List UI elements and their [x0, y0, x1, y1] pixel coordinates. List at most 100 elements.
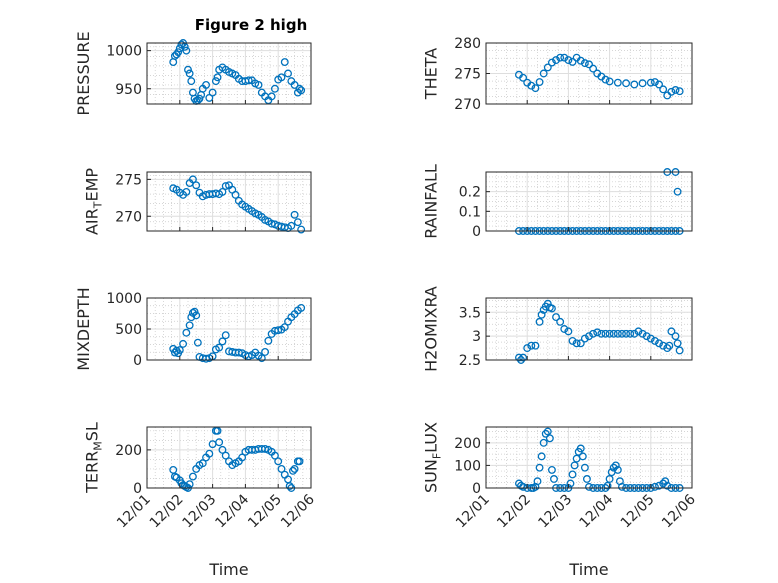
data-point [601, 75, 610, 84]
data-point [182, 328, 191, 337]
data-point [642, 332, 651, 341]
data-point [580, 59, 589, 68]
data-point [550, 475, 558, 483]
data-point [659, 479, 668, 488]
data-point [663, 481, 672, 490]
figure-title: Figure 2 high [195, 16, 308, 34]
y-tick-label: 200 [454, 436, 481, 452]
axes-frame [146, 171, 312, 232]
data-point [539, 69, 548, 78]
data-point [543, 427, 552, 436]
data-point [650, 78, 659, 86]
y-axis-label: PRESSURE [74, 31, 93, 115]
data-point [675, 87, 684, 96]
x-tick-label: 12/01 [453, 492, 493, 532]
panel-terr_msl: 0 200 TERRMSL 12/0112/0212/0312/0412/0512/0… [83, 422, 318, 579]
data-point [182, 46, 191, 55]
data-point [184, 65, 192, 74]
data-point [650, 482, 659, 491]
y-axis-label: TERRMSL [83, 422, 105, 494]
data-point [622, 329, 631, 338]
data-point [547, 58, 556, 67]
data-point [234, 348, 243, 357]
data-point [261, 347, 270, 356]
data-point [578, 452, 587, 461]
data-point [545, 434, 554, 443]
data-point [274, 326, 283, 335]
y-tick-label: 0 [133, 481, 142, 497]
y-tick-label: 2.5 [459, 353, 481, 369]
data-point [535, 463, 544, 472]
y-tick-label: 280 [454, 36, 481, 52]
data-point [527, 81, 536, 90]
data-point [673, 339, 682, 348]
x-tick-label: 12/04 [577, 491, 617, 531]
data-point [195, 94, 204, 103]
data-point [185, 321, 194, 330]
data-point [568, 470, 577, 479]
data-point [211, 77, 220, 86]
data-point [198, 459, 207, 468]
x-axis-label: Time [208, 560, 248, 579]
data-point [589, 329, 598, 338]
data-point [527, 341, 536, 350]
data-point [289, 466, 297, 475]
data-point [646, 78, 655, 87]
data-point [539, 438, 548, 447]
data-point [202, 354, 210, 363]
data-point [585, 482, 593, 491]
data-point [221, 182, 230, 190]
data-point [264, 336, 273, 345]
data-point [638, 79, 647, 88]
axes-frame [485, 171, 693, 232]
data-point [533, 477, 542, 486]
panel-theta: 270 275 280 THETA [422, 36, 693, 113]
data-point [560, 325, 569, 333]
axes-frame [485, 426, 693, 489]
data-point [179, 339, 188, 348]
data-point [188, 175, 197, 184]
data-point [215, 343, 224, 352]
y-tick-label: 1000 [106, 291, 142, 307]
x-tick-label: 12/05 [618, 492, 658, 532]
y-tick-label: 0 [472, 224, 481, 240]
data-point [646, 334, 655, 343]
data-point [580, 463, 589, 472]
data-point [541, 429, 550, 438]
data-point [205, 449, 214, 458]
axes-frame [485, 297, 693, 361]
data-point [638, 329, 647, 338]
data-point [297, 303, 306, 312]
data-point [537, 452, 546, 461]
data-point [215, 438, 224, 447]
data-point [169, 465, 178, 474]
data-point [630, 80, 639, 89]
data-point [611, 461, 620, 470]
x-tick-label: 12/03 [180, 492, 220, 532]
data-point [254, 80, 263, 89]
data-point [274, 457, 283, 466]
data-point [519, 353, 528, 362]
data-point [671, 332, 680, 341]
data-point [597, 329, 606, 338]
data-point [609, 463, 618, 472]
axes-frame [146, 426, 312, 489]
y-tick-label: 0.1 [459, 204, 481, 220]
data-point [665, 341, 674, 350]
x-tick-label: 12/06 [278, 491, 318, 531]
data-point [585, 60, 593, 69]
panel-h2omixra: 2.5 3 3.5 H2OMIXRA [422, 286, 693, 372]
data-point [257, 354, 266, 363]
data-point [663, 91, 672, 100]
x-tick-label: 12/03 [535, 492, 575, 532]
data-point [238, 453, 247, 462]
data-point [582, 475, 591, 483]
data-point [290, 80, 299, 89]
data-point [547, 304, 556, 313]
data-point [556, 317, 565, 326]
y-tick-label: 500 [115, 322, 142, 338]
x-tick-label: 12/02 [494, 492, 534, 532]
axes-frame [146, 42, 312, 105]
data-point [560, 53, 569, 62]
